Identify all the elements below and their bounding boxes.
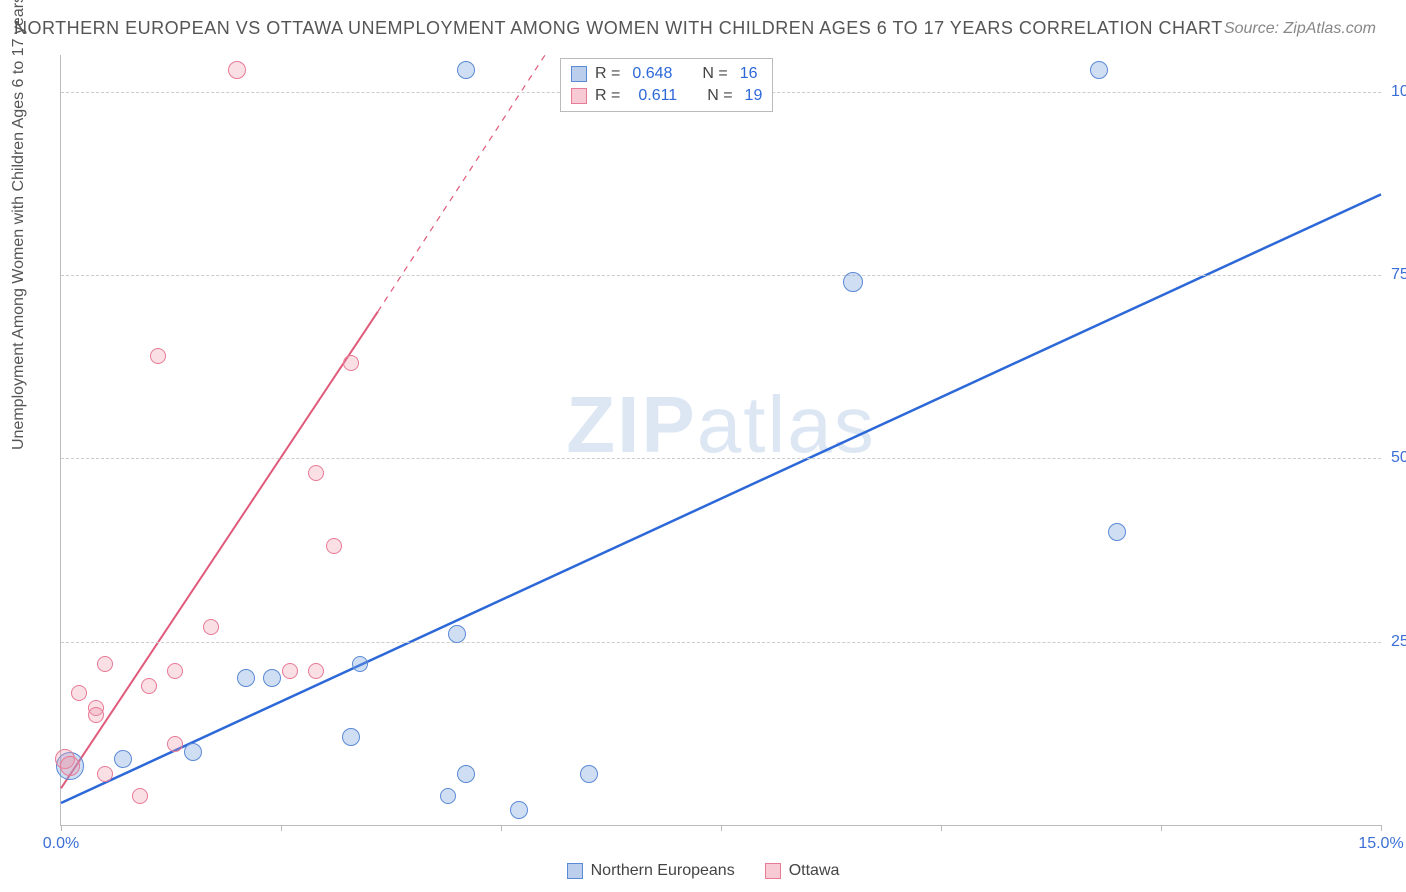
stats-row-ottawa: R = 0.611 N = 19 bbox=[571, 85, 762, 107]
data-point-ottawa bbox=[308, 663, 324, 679]
y-tick-label: 100.0% bbox=[1391, 83, 1406, 101]
data-point-ottawa bbox=[150, 348, 166, 364]
data-point-northern bbox=[237, 669, 255, 687]
y-axis-label: Unemployment Among Women with Children A… bbox=[10, 0, 28, 450]
data-point-northern bbox=[342, 728, 360, 746]
data-point-northern bbox=[352, 656, 368, 672]
x-tick-label: 0.0% bbox=[43, 835, 79, 853]
chart-title: NORTHERN EUROPEAN VS OTTAWA UNEMPLOYMENT… bbox=[14, 18, 1223, 39]
data-point-ottawa bbox=[326, 538, 342, 554]
stats-legend: R = 0.648 N = 16 R = 0.611 N = 19 bbox=[560, 58, 773, 112]
data-point-ottawa bbox=[167, 663, 183, 679]
swatch-blue-icon bbox=[567, 863, 583, 879]
data-point-northern bbox=[457, 61, 475, 79]
n-value-northern: 16 bbox=[736, 63, 758, 85]
data-point-northern bbox=[440, 788, 456, 804]
x-tick-label: 15.0% bbox=[1358, 835, 1403, 853]
data-point-ottawa bbox=[88, 707, 104, 723]
x-tick bbox=[61, 825, 62, 831]
data-point-northern bbox=[448, 625, 466, 643]
trend-line-ext-ottawa bbox=[378, 55, 545, 312]
data-point-northern bbox=[580, 765, 598, 783]
swatch-pink-icon bbox=[765, 863, 781, 879]
gridline-h bbox=[61, 275, 1381, 276]
data-point-northern bbox=[843, 272, 863, 292]
y-tick-label: 75.0% bbox=[1391, 266, 1406, 284]
data-point-ottawa bbox=[97, 766, 113, 782]
legend-item-northern: Northern Europeans bbox=[567, 862, 735, 880]
data-point-northern bbox=[114, 750, 132, 768]
data-point-ottawa bbox=[60, 756, 80, 776]
data-point-northern bbox=[1108, 523, 1126, 541]
swatch-pink-icon bbox=[571, 88, 587, 104]
source-attribution: Source: ZipAtlas.com bbox=[1224, 20, 1376, 38]
legend-item-ottawa: Ottawa bbox=[765, 862, 840, 880]
data-point-ottawa bbox=[71, 685, 87, 701]
x-tick bbox=[1381, 825, 1382, 831]
data-point-northern bbox=[457, 765, 475, 783]
data-point-northern bbox=[184, 743, 202, 761]
legend-label-ottawa: Ottawa bbox=[789, 862, 840, 880]
legend-label-northern: Northern Europeans bbox=[591, 862, 735, 880]
data-point-ottawa bbox=[132, 788, 148, 804]
gridline-h bbox=[61, 642, 1381, 643]
y-tick-label: 50.0% bbox=[1391, 449, 1406, 467]
n-label: N = bbox=[702, 63, 727, 85]
data-point-northern bbox=[1090, 61, 1108, 79]
x-tick bbox=[501, 825, 502, 831]
data-point-ottawa bbox=[228, 61, 246, 79]
swatch-blue-icon bbox=[571, 66, 587, 82]
r-label: R = bbox=[595, 85, 620, 107]
r-label: R = bbox=[595, 63, 620, 85]
plot-area: ZIPatlas 25.0%50.0%75.0%100.0%0.0%15.0% bbox=[60, 55, 1381, 826]
trend-line-northern bbox=[61, 194, 1381, 803]
data-point-northern bbox=[263, 669, 281, 687]
y-tick-label: 25.0% bbox=[1391, 633, 1406, 651]
x-tick bbox=[721, 825, 722, 831]
x-tick bbox=[941, 825, 942, 831]
data-point-ottawa bbox=[343, 355, 359, 371]
n-value-ottawa: 19 bbox=[741, 85, 763, 107]
data-point-ottawa bbox=[97, 656, 113, 672]
r-value-ottawa: 0.611 bbox=[628, 85, 677, 107]
series-legend: Northern Europeans Ottawa bbox=[0, 862, 1406, 880]
x-tick bbox=[1161, 825, 1162, 831]
n-label: N = bbox=[707, 85, 732, 107]
data-point-ottawa bbox=[167, 736, 183, 752]
data-point-ottawa bbox=[203, 619, 219, 635]
data-point-northern bbox=[510, 801, 528, 819]
trend-lines-layer bbox=[61, 55, 1381, 825]
r-value-northern: 0.648 bbox=[628, 63, 672, 85]
data-point-ottawa bbox=[282, 663, 298, 679]
data-point-ottawa bbox=[308, 465, 324, 481]
data-point-ottawa bbox=[141, 678, 157, 694]
gridline-h bbox=[61, 458, 1381, 459]
stats-row-northern: R = 0.648 N = 16 bbox=[571, 63, 762, 85]
x-tick bbox=[281, 825, 282, 831]
